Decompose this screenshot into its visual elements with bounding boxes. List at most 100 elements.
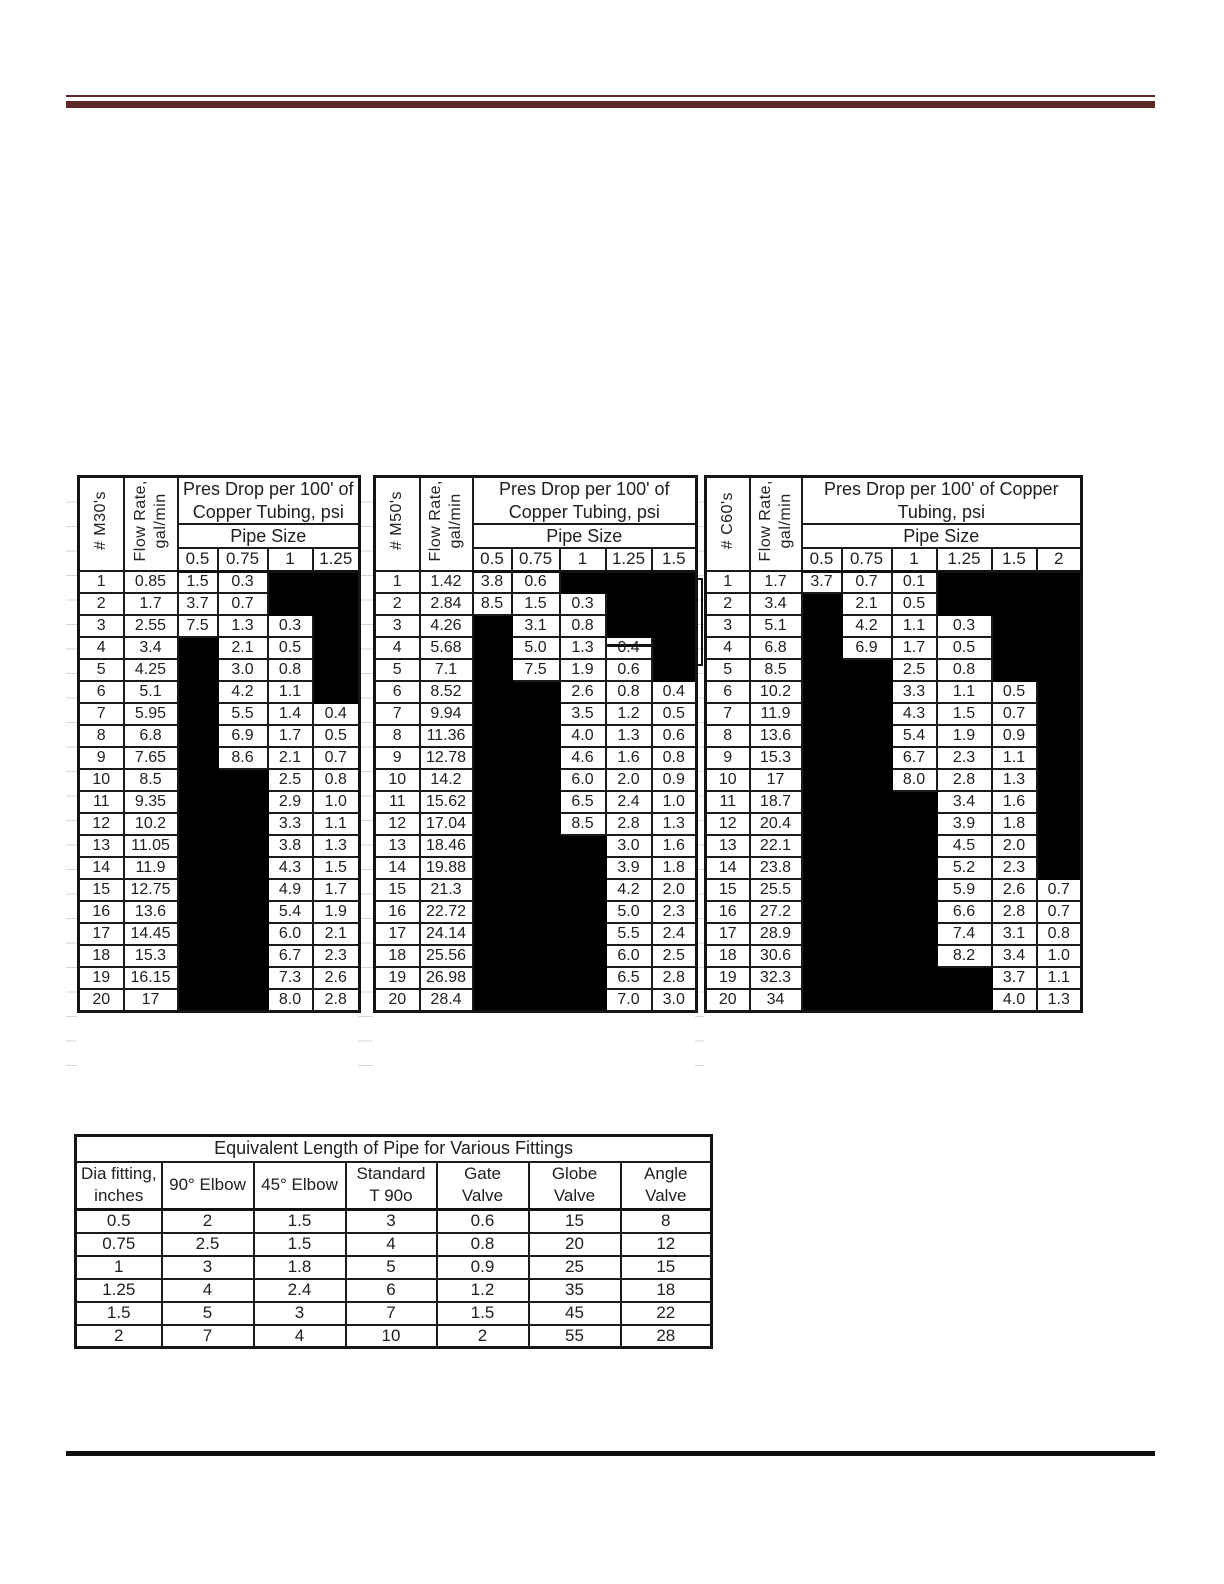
table-row: 13 11.05 3.8 1.3 <box>77 834 361 858</box>
flow-rate-cell: 2.55 <box>122 614 179 638</box>
pressure-drop-cell: 1.5 <box>510 592 561 616</box>
row-number-cell: 6 <box>373 680 421 704</box>
pressure-drop-cell: 6.5 <box>558 790 607 814</box>
blocked-cell <box>840 944 893 968</box>
blocked-cell <box>1035 592 1083 616</box>
pressure-drop-cell: 3.0 <box>650 988 698 1012</box>
blocked-cell <box>800 702 843 726</box>
blocked-cell <box>216 834 269 858</box>
blocked-cell <box>176 636 219 660</box>
fittings-row: 1.5 5 3 7 1.5 45 22 <box>74 1300 713 1326</box>
table-row: 20 34 4.0 1.3 <box>704 988 1083 1012</box>
table-row: 2 2.84 8.5 1.5 0.3 <box>373 592 698 616</box>
pressure-drop-cell: 0.4 <box>604 636 653 660</box>
pipe-size-0-75: 0.75 <box>840 547 893 573</box>
pressure-drop-cell: 7.3 <box>266 966 314 990</box>
blocked-cell <box>471 768 513 792</box>
pressure-drop-cell: 0.3 <box>266 614 314 638</box>
pressure-drop-cell: 5.9 <box>935 878 993 902</box>
pressure-drop-cell: 1.6 <box>990 790 1038 814</box>
blocked-cell <box>558 878 607 902</box>
fittings-row: 1.25 4 2.4 6 1.2 35 18 <box>74 1277 713 1303</box>
row-number-cell: 17 <box>77 922 125 946</box>
pressure-drop-cell: 6.0 <box>604 944 653 968</box>
flow-rate-cell: 21.3 <box>418 878 474 902</box>
row-number-cell: 3 <box>77 614 125 638</box>
row-number-cell: 3 <box>704 614 751 638</box>
pressure-drop-cell: 1.1 <box>935 680 993 704</box>
row-number-cell: 12 <box>77 812 125 836</box>
row-number-cell: 6 <box>77 680 125 704</box>
fittings-cell: 2.5 <box>160 1231 255 1257</box>
pressure-drop-cell: 1.8 <box>990 812 1038 836</box>
pressure-drop-cell: 1.6 <box>650 834 698 858</box>
pressure-drop-cell: 6.5 <box>604 966 653 990</box>
flow-rate-cell: 34 <box>748 988 803 1012</box>
fittings-cell: 15 <box>527 1208 622 1234</box>
blocked-cell <box>311 592 361 616</box>
top-rule-thick <box>66 101 1155 108</box>
flow-rate-cell: 10.2 <box>122 812 179 836</box>
table-row: 3 4.26 3.1 0.8 <box>373 614 698 638</box>
blocked-cell <box>510 768 561 792</box>
table-row: 9 15.3 6.7 2.3 1.1 <box>704 746 1083 770</box>
fittings-cell: 1.5 <box>435 1300 530 1326</box>
row-number-cell: 14 <box>373 856 421 880</box>
table-row: 6 10.2 3.3 1.1 0.5 <box>704 680 1083 704</box>
pressure-drop-cell: 2.6 <box>311 966 361 990</box>
fittings-cell: 8 <box>619 1208 713 1234</box>
flow-rate-cell: 8.52 <box>418 680 474 704</box>
blocked-cell <box>800 746 843 770</box>
table-row: 12 17.04 8.5 2.8 1.3 <box>373 812 698 836</box>
row-number-cell: 7 <box>704 702 751 726</box>
pressure-drop-cell: 0.8 <box>935 658 993 682</box>
row-number-cell: 4 <box>77 636 125 660</box>
blocked-cell <box>990 614 1038 638</box>
row-number-cell: 9 <box>704 746 751 770</box>
pressure-drop-cell: 3.4 <box>935 790 993 814</box>
fittings-header-globe-valve: Globe Valve <box>527 1160 622 1211</box>
flow-rate-cell: 32.3 <box>748 966 803 990</box>
fittings-row: 1 3 1.8 5 0.9 25 15 <box>74 1254 713 1280</box>
rotated-series-label: # M30's <box>77 475 125 572</box>
flow-rate-cell: 8.5 <box>748 658 803 682</box>
pressure-drop-cell: 2.4 <box>604 790 653 814</box>
fittings-header-standard-t-90o: Standard T 90o <box>344 1160 438 1211</box>
row-number-cell: 5 <box>77 658 125 682</box>
blocked-cell <box>800 768 843 792</box>
blocked-cell <box>935 592 993 616</box>
blocked-cell <box>840 768 893 792</box>
blocked-cell <box>800 636 843 660</box>
flow-rate-cell: 22.1 <box>748 834 803 858</box>
row-number-cell: 2 <box>77 592 125 616</box>
blocked-cell <box>604 592 653 616</box>
table-row: 14 11.9 4.3 1.5 <box>77 856 361 880</box>
pressure-drop-cell: 1.9 <box>558 658 607 682</box>
flow-rate-cell: 4.26 <box>418 614 474 638</box>
pressure-drop-cell: 4.6 <box>558 746 607 770</box>
blocked-cell <box>471 636 513 660</box>
pipe-size-2: 2 <box>1035 547 1083 573</box>
fittings-cell: 0.8 <box>435 1231 530 1257</box>
fittings-cell: 0.6 <box>435 1208 530 1234</box>
fittings-cell: 35 <box>527 1277 622 1303</box>
fittings-cell: 2 <box>160 1208 255 1234</box>
blocked-cell <box>510 834 561 858</box>
pressure-drop-cell: 1.7 <box>890 636 938 660</box>
pressure-drop-cell: 1.0 <box>311 790 361 814</box>
row-number-cell: 13 <box>373 834 421 858</box>
blocked-cell <box>510 702 561 726</box>
pipe-size-0-5: 0.5 <box>176 547 219 573</box>
table-row: 8 13.6 5.4 1.9 0.9 <box>704 724 1083 748</box>
flow-rate-cell: 2.84 <box>418 592 474 616</box>
row-number-cell: 3 <box>373 614 421 638</box>
row-number-cell: 12 <box>704 812 751 836</box>
pressure-drop-cell: 2.0 <box>650 878 698 902</box>
table-row: 1 0.85 1.5 0.3 <box>77 570 361 594</box>
pressure-drop-cell: 0.7 <box>1035 878 1083 902</box>
pressure-drop-cell: 8.5 <box>558 812 607 836</box>
blocked-cell <box>840 790 893 814</box>
pressure-drop-cell: 8.2 <box>935 944 993 968</box>
blocked-cell <box>650 636 698 660</box>
